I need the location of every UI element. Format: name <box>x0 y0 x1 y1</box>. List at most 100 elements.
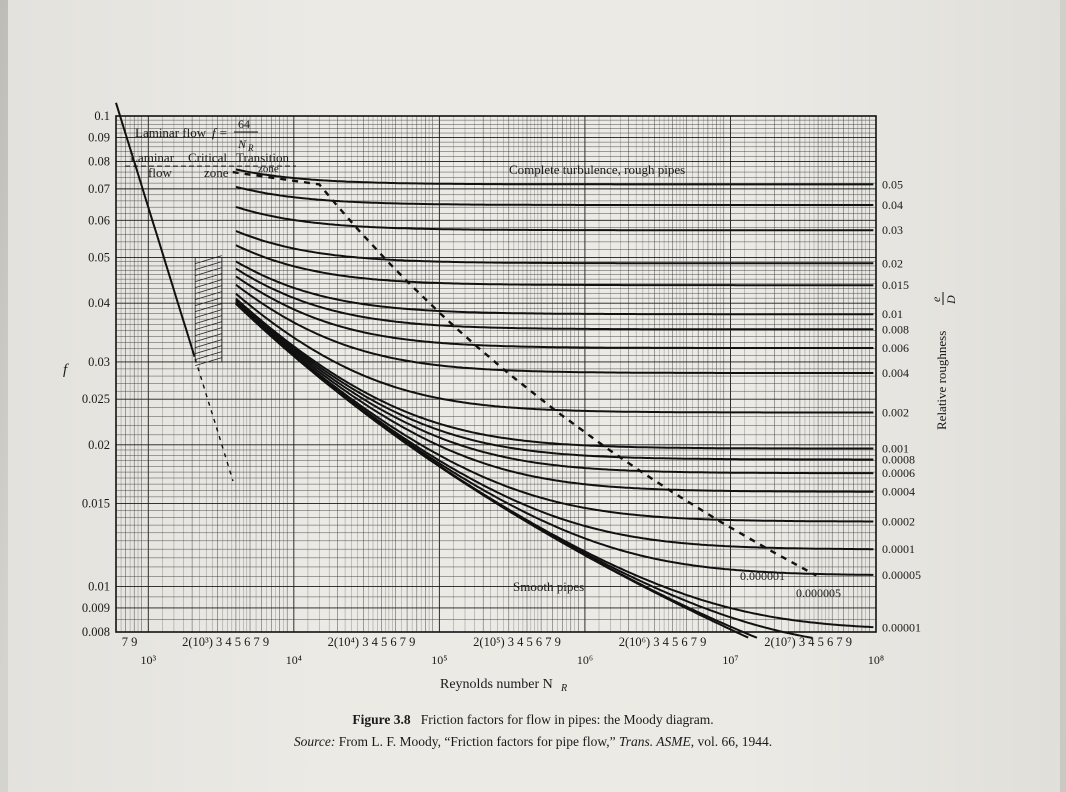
roughness-curve <box>235 205 874 232</box>
curves <box>115 102 874 639</box>
laminar-zone-label-2: flow <box>148 165 172 180</box>
y-tick-label: 0.04 <box>88 296 111 310</box>
x-decade-label: 10⁶ <box>577 653 593 667</box>
roughness-label: 0.0002 <box>882 514 915 528</box>
roughness-label: 0.04 <box>882 198 903 212</box>
right-axis-label-den: D <box>944 295 958 305</box>
roughness-label: 0.01 <box>882 307 903 321</box>
roughness-curve <box>235 275 874 349</box>
y-tick-label: 0.015 <box>82 497 110 511</box>
source-text-2: , vol. 66, 1944. <box>690 734 773 749</box>
x-axis-label-sub: R <box>560 683 567 694</box>
roughness-curve <box>235 267 874 331</box>
x-tick-label: 2(10⁶) 3 4 5 6 7 9 <box>619 635 707 649</box>
x-decade-label: 10⁷ <box>722 653 738 667</box>
roughness-curve <box>235 301 874 523</box>
roughness-label: 0.02 <box>882 256 903 270</box>
smooth-pipes-label: Smooth pipes <box>513 579 584 594</box>
laminar-flow-annotation: Laminar flow f = 64 N R <box>135 117 258 153</box>
figure-caption: Figure 3.8 Friction factors for flow in … <box>0 712 1066 728</box>
figure-title: Friction factors for flow in pipes: the … <box>420 712 714 727</box>
roughness-curve <box>235 260 874 316</box>
y-tick-label: 0.1 <box>94 109 110 123</box>
laminar-flow-line <box>115 102 196 358</box>
complete-turbulence-label: Complete turbulence, rough pipes <box>509 162 685 177</box>
roughness-labels: 0.05 0.04 0.03 0.02 0.015 0.010.008 0.006 0.004… <box>882 177 921 634</box>
roughness-label: 0.0001 <box>882 542 915 556</box>
plot-frame <box>115 115 877 633</box>
critical-zone-label-2: zone <box>204 165 229 180</box>
roughness-curve <box>235 297 874 450</box>
transition-zone-label-1: Transition <box>236 150 289 165</box>
y-tick-label: 0.025 <box>82 392 110 406</box>
transition-zone-label-2: zone <box>258 163 279 175</box>
roughness-label: 0.00005 <box>882 568 921 582</box>
roughness-label: 0.006 <box>882 341 909 355</box>
critical-zone-hatch <box>194 255 223 366</box>
y-tick-labels: 0.1 0.09 0.08 0.07 0.06 0.05 0.04 0.03 0.025 0.02… <box>82 109 111 639</box>
x-decade-label: 10⁸ <box>868 653 884 667</box>
roughness-label: 0.0006 <box>882 466 915 480</box>
roughness-label: 0.001 <box>882 442 909 456</box>
source-label: Source: <box>293 734 336 749</box>
roughness-curve <box>235 185 874 206</box>
y-tick-label: 0.07 <box>88 182 110 196</box>
x-tick-label: 2(10⁵) 3 4 5 6 7 9 <box>473 635 561 649</box>
zone-annotations: Laminar flow Critical zone Transition zo… <box>125 150 841 600</box>
source-text-1: From L. F. Moody, “Friction factors for … <box>338 734 616 749</box>
roughness-curve <box>235 230 874 265</box>
x-decade-label: 10³ <box>140 653 156 667</box>
x-tick-label: 2(10³) 3 4 5 6 7 9 <box>182 635 269 649</box>
axis-titles: f Reynolds number N R Relative roughness… <box>63 292 958 694</box>
roughness-label: 0.0008 <box>882 452 915 466</box>
roughness-curve <box>235 283 874 374</box>
source-journal: Trans. ASME <box>618 734 691 749</box>
right-axis-label-num: e <box>929 296 943 302</box>
roughness-curve <box>235 293 874 414</box>
y-tick-label: 0.05 <box>88 251 110 265</box>
right-axis-label-text: Relative roughness <box>934 331 949 430</box>
y-tick-label: 0.009 <box>82 601 110 615</box>
roughness-curve <box>235 300 874 493</box>
x-tick-label: 2(10⁷) 3 4 5 6 7 9 <box>764 635 852 649</box>
y-tick-label: 0.03 <box>88 355 110 369</box>
x-decade-label: 10⁴ <box>286 653 302 667</box>
laminar-formula-den-sub: R <box>247 143 254 153</box>
roughness-curve <box>235 302 874 576</box>
y-tick-label: 0.09 <box>88 131 110 145</box>
laminar-formula-den: N <box>237 137 247 151</box>
x-tick-label: 2(10⁴) 3 4 5 6 7 9 <box>328 635 416 649</box>
roughness-label: 0.00001 <box>882 620 921 634</box>
x-tick-labels: 7 9 2(10³) 3 4 5 6 7 9 2(10⁴) 3 4 5 6 7 9 2… <box>122 635 884 667</box>
right-axis-label: Relative roughness e D <box>929 292 958 430</box>
roughness-label: 0.004 <box>882 366 909 380</box>
y-tick-label: 0.02 <box>88 438 110 452</box>
roughness-label: 0.0004 <box>882 485 915 499</box>
figure-source: Source: From L. F. Moody, “Friction fact… <box>0 734 1066 750</box>
roughness-curve <box>235 168 874 186</box>
roughness-label-0.000001: 0.000001 <box>740 569 785 583</box>
roughness-label: 0.015 <box>882 278 909 292</box>
roughness-label-0.000005: 0.000005 <box>796 586 841 600</box>
y-tick-label: 0.08 <box>88 155 110 169</box>
laminar-zone-label-1: Laminar <box>130 150 175 165</box>
x-decade-label: 10⁵ <box>431 653 447 667</box>
complete-turbulence-boundary <box>232 170 817 577</box>
x-tick-label: 7 9 <box>122 635 138 649</box>
critical-zone-label-1: Critical <box>188 150 227 165</box>
roughness-label: 0.002 <box>882 406 909 420</box>
figure-number: Figure 3.8 <box>352 712 411 727</box>
roughness-curve <box>235 299 874 475</box>
laminar-extension-dashed <box>194 358 234 482</box>
roughness-curve <box>235 298 874 461</box>
laminar-flow-label: Laminar flow <box>135 125 207 140</box>
y-tick-label: 0.06 <box>88 213 110 227</box>
x-axis-label: Reynolds number N <box>440 677 553 692</box>
y-axis-label: f <box>63 362 69 378</box>
laminar-formula-num: 64 <box>238 117 250 131</box>
y-tick-label: 0.008 <box>82 625 110 639</box>
roughness-curve <box>235 244 874 287</box>
roughness-curve <box>235 302 758 639</box>
laminar-formula-lhs: f = <box>212 125 228 140</box>
